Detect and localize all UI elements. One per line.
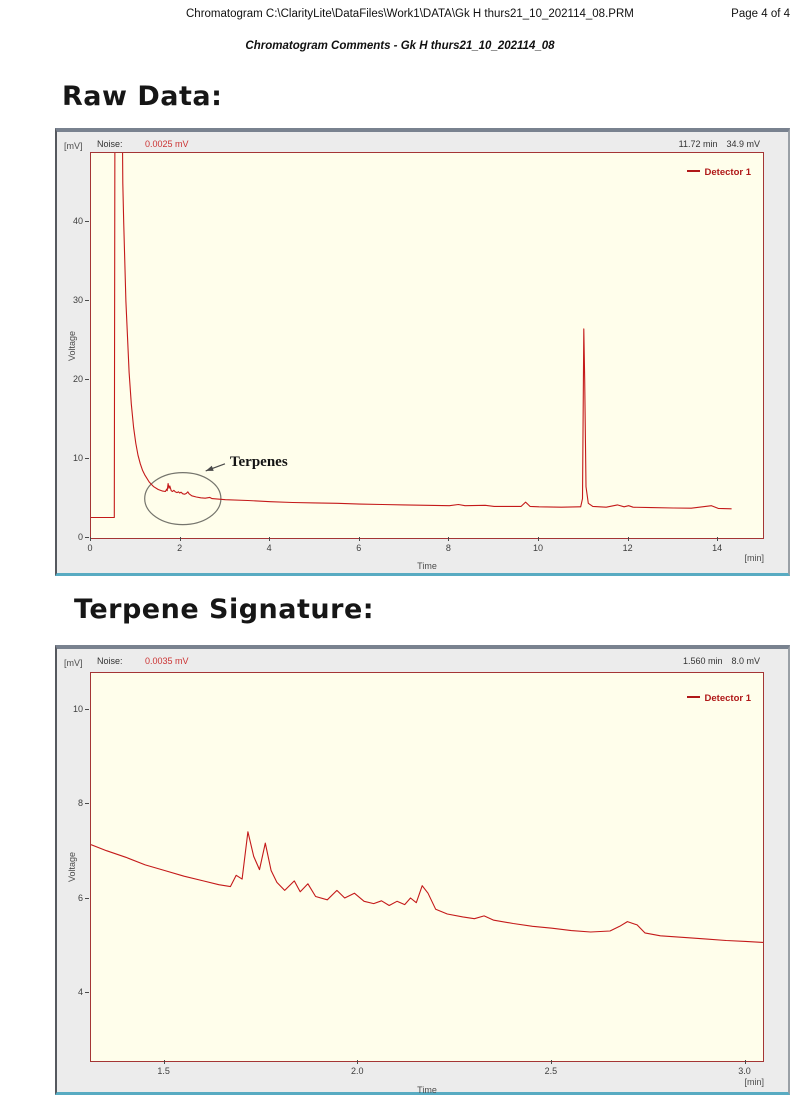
x-unit-label: [min]	[744, 553, 764, 563]
y-axis-tick-label: 6	[77, 892, 83, 903]
x-axis-tick	[538, 537, 539, 541]
detector-legend: Detector 1	[686, 693, 751, 704]
y-axis-tick	[85, 708, 89, 710]
y-axis-tick-label: 20	[72, 374, 83, 385]
x-axis-tick-label: 1.5	[157, 1066, 170, 1076]
x-axis-title: Time	[417, 561, 437, 571]
x-unit-label: [min]	[744, 1077, 764, 1087]
x-axis-tick-label: 2	[177, 543, 183, 553]
terpenes-annotation-label: Terpenes	[229, 453, 288, 470]
plot-area: Detector 1	[90, 672, 764, 1062]
cursor-readout: 1.560 min 8.0 mV	[683, 656, 760, 666]
plot-area: Detector 1 Terpenes	[90, 152, 764, 539]
legend-line-icon	[686, 170, 700, 172]
x-axis-tick	[358, 537, 360, 541]
y-axis-tick-label: 4	[77, 987, 83, 998]
legend-label: Detector 1	[704, 693, 751, 704]
y-axis-tick-label: 10	[72, 453, 83, 464]
x-axis-tick	[627, 537, 629, 541]
x-axis-tick	[90, 537, 91, 541]
terpenes-ellipse-annotation	[144, 472, 222, 526]
noise-label: Noise:	[97, 139, 123, 149]
raw-data-heading: Raw Data:	[62, 81, 223, 112]
raw-data-chromatogram-panel: [mV] Noise: 0.0025 mV 11.72 min 34.9 mV V…	[55, 128, 790, 576]
x-axis-tick	[179, 537, 181, 541]
y-axis-tick	[85, 379, 89, 381]
detector-legend: Detector 1	[686, 167, 751, 178]
chromatogram-svg	[91, 831, 763, 943]
x-axis-tick	[163, 1060, 165, 1064]
y-axis-tick-label: 40	[72, 216, 83, 227]
y-axis-tick-label: 8	[77, 798, 83, 809]
chromatogram-svg	[91, 153, 732, 526]
x-axis-tick-label: 0	[87, 543, 93, 553]
y-axis-title-box: Voltage	[59, 672, 85, 1062]
y-axis-tick-label: 10	[72, 703, 83, 714]
y-axis-tick	[85, 897, 89, 899]
y-axis-title-box: Voltage	[59, 152, 85, 539]
x-axis-tick-label: 12	[622, 543, 633, 553]
x-axis-tick	[550, 1060, 552, 1064]
y-axis-tick	[85, 300, 89, 302]
x-axis-tick-label: 2.0	[350, 1066, 364, 1076]
terpene-signature-heading: Terpene Signature:	[74, 594, 375, 625]
x-axis-tick-label: 8	[445, 543, 451, 553]
legend-label: Detector 1	[704, 167, 751, 178]
x-axis-tick	[717, 537, 719, 541]
report-subtitle: Chromatogram Comments - Gk H thurs21_10_…	[245, 40, 555, 52]
y-axis-tick	[85, 458, 89, 460]
cursor-time: 1.560 min	[682, 656, 723, 666]
y-unit-label: [mV]	[64, 658, 83, 668]
noise-label: Noise:	[97, 656, 123, 666]
annotation-arrowhead-icon	[205, 465, 214, 471]
y-axis-tick-label: 0	[77, 532, 83, 542]
y-unit-label: [mV]	[64, 141, 83, 151]
y-axis-tick-label: 30	[72, 295, 83, 306]
x-axis-tick	[269, 537, 271, 541]
report-header-title: Chromatogram C:\ClarityLite\DataFiles\Wo…	[186, 8, 634, 20]
noise-value: 0.0035 mV	[145, 656, 189, 666]
chromatogram-trace	[91, 153, 732, 519]
x-axis-tick-label: 14	[712, 543, 723, 553]
y-axis-tick	[85, 803, 89, 805]
y-axis-tick	[85, 221, 89, 223]
y-axis-title: Voltage	[67, 330, 77, 361]
x-axis-tick-label: 3.0	[738, 1066, 751, 1076]
noise-value: 0.0025 mV	[145, 139, 189, 149]
x-axis-tick	[448, 537, 450, 541]
y-axis-tick	[85, 537, 89, 538]
terpene-signature-chromatogram-panel: [mV] Noise: 0.0035 mV 1.560 min 8.0 mV Vo…	[55, 645, 790, 1095]
x-axis-tick-label: 6	[356, 543, 362, 553]
x-axis-tick-label: 4	[266, 543, 272, 553]
x-axis-tick-label: 2.5	[544, 1066, 558, 1076]
y-axis-title: Voltage	[67, 851, 77, 883]
x-axis-title: Time	[417, 1085, 437, 1095]
x-axis-tick	[357, 1060, 359, 1064]
chromatogram-trace	[91, 831, 763, 943]
legend-line-icon	[686, 696, 700, 698]
page-number: Page 4 of 4	[731, 8, 790, 20]
x-axis-tick-label: 10	[532, 543, 544, 553]
cursor-time: 11.72 min	[678, 139, 718, 149]
x-axis-tick	[744, 1060, 746, 1064]
cursor-voltage: 8.0 mV	[731, 656, 760, 666]
cursor-readout: 11.72 min 34.9 mV	[679, 139, 760, 149]
cursor-voltage: 34.9 mV	[726, 139, 760, 149]
y-axis-tick	[85, 992, 89, 994]
